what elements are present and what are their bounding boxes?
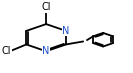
- Text: N: N: [42, 46, 50, 56]
- Text: Cl: Cl: [1, 46, 11, 56]
- Text: N: N: [62, 26, 70, 36]
- Text: Cl: Cl: [41, 2, 51, 12]
